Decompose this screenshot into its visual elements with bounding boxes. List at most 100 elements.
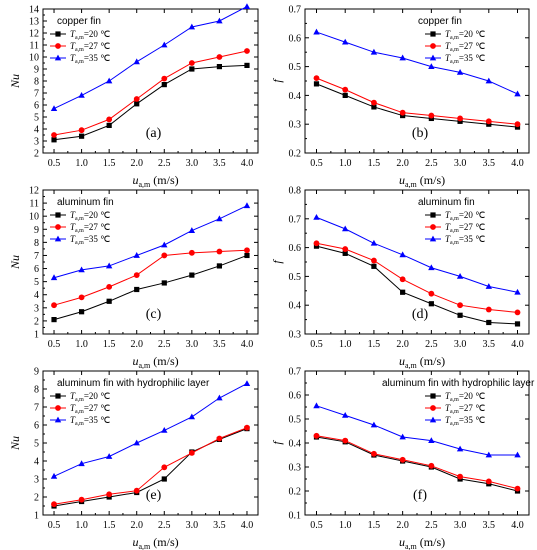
data-point bbox=[51, 317, 57, 323]
data-point bbox=[161, 476, 167, 482]
data-point bbox=[400, 289, 406, 295]
x-axis-label: ua,m (m/s) bbox=[133, 354, 179, 370]
data-point bbox=[243, 380, 251, 386]
x-tick-label: 2.0 bbox=[396, 339, 409, 350]
y-tick-label: 0.5 bbox=[289, 415, 302, 426]
x-tick-label: 1.5 bbox=[368, 339, 381, 350]
data-point bbox=[188, 450, 195, 456]
x-tick-label: 3.0 bbox=[454, 158, 467, 169]
y-tick-label: 1 bbox=[34, 330, 39, 341]
data-point bbox=[485, 451, 492, 458]
data-point bbox=[50, 472, 58, 479]
legend: aluminum fin Ta,m=20 ℃Ta,m=27 ℃Ta,m=35 ℃ bbox=[418, 197, 485, 246]
y-axis-label: f bbox=[270, 259, 284, 264]
y-axis-label: f bbox=[270, 78, 284, 83]
x-tick-label: 1.5 bbox=[103, 520, 116, 531]
y-tick-label: 6 bbox=[34, 421, 39, 432]
y-tick-label: 7 bbox=[34, 403, 39, 414]
x-tick-label: 2.0 bbox=[396, 520, 409, 531]
data-point bbox=[514, 121, 521, 128]
y-tick-label: 0.4 bbox=[289, 91, 302, 102]
data-point bbox=[313, 28, 320, 35]
x-axis-label: ua,m (m/s) bbox=[399, 173, 445, 189]
panel-label: (d) bbox=[412, 307, 429, 322]
series-line bbox=[53, 50, 248, 136]
data-point bbox=[161, 252, 168, 259]
data-point bbox=[243, 3, 251, 10]
series-line bbox=[316, 77, 518, 125]
legend-marker bbox=[430, 393, 436, 399]
x-tick-label: 2.0 bbox=[130, 158, 143, 169]
x-tick-label: 4.0 bbox=[511, 520, 524, 531]
y-tick-label: 0.3 bbox=[289, 120, 302, 131]
y-tick-label: 12 bbox=[29, 186, 39, 197]
data-point bbox=[244, 252, 250, 259]
legend-label: Ta,m=35 ℃ bbox=[445, 53, 485, 65]
data-point bbox=[78, 266, 85, 273]
y-tick-label: 8 bbox=[34, 238, 39, 249]
data-point bbox=[428, 437, 435, 443]
data-point bbox=[105, 77, 113, 84]
x-tick-label: 0.5 bbox=[310, 520, 323, 531]
x-axis-label: ua,m (m/s) bbox=[133, 535, 179, 550]
x-tick-label: 4.0 bbox=[241, 158, 254, 169]
data-point bbox=[313, 81, 320, 87]
legend: copper fin Ta,m=20 ℃Ta,m=27 ℃Ta,m=35 ℃ bbox=[418, 16, 485, 65]
legend-label: Ta,m=27 ℃ bbox=[70, 403, 110, 415]
y-tick-label: 4 bbox=[34, 125, 39, 136]
data-point bbox=[342, 38, 349, 45]
data-point bbox=[106, 491, 113, 498]
data-point bbox=[244, 247, 250, 254]
data-point bbox=[399, 251, 406, 258]
data-point bbox=[161, 82, 167, 88]
data-point bbox=[371, 263, 377, 269]
data-point bbox=[161, 280, 167, 286]
data-point bbox=[485, 478, 492, 485]
y-tick-label: 2 bbox=[34, 149, 39, 160]
legend-label: Ta,m=20 ℃ bbox=[445, 210, 485, 222]
data-point bbox=[485, 77, 492, 84]
data-point bbox=[78, 133, 85, 139]
data-point bbox=[342, 246, 349, 252]
data-point bbox=[399, 54, 406, 61]
data-point bbox=[313, 240, 320, 247]
data-point bbox=[50, 274, 58, 281]
data-point bbox=[50, 105, 58, 111]
data-point bbox=[216, 248, 223, 255]
panel-label: (f) bbox=[413, 488, 427, 503]
x-tick-label: 2.5 bbox=[425, 158, 438, 169]
y-tick-label: 0.3 bbox=[289, 463, 302, 474]
y-axis-label: Nu bbox=[8, 74, 22, 89]
data-point bbox=[313, 432, 320, 439]
data-point bbox=[342, 92, 348, 98]
x-tick-label: 1.0 bbox=[339, 158, 352, 169]
data-point bbox=[78, 309, 85, 315]
data-point bbox=[78, 496, 85, 503]
series-line bbox=[53, 383, 248, 477]
y-tick-label: 8 bbox=[34, 77, 39, 88]
data-point bbox=[133, 439, 140, 446]
y-tick-label: 11 bbox=[29, 199, 39, 210]
y-tick-label: 5 bbox=[34, 277, 39, 288]
series-line bbox=[53, 254, 248, 321]
panel-label: (c) bbox=[146, 307, 162, 322]
data-point bbox=[370, 48, 378, 55]
data-point bbox=[399, 433, 406, 440]
legend-label: Ta,m=20 ℃ bbox=[70, 29, 110, 41]
y-tick-label: 9 bbox=[34, 65, 39, 76]
x-tick-label: 1.5 bbox=[103, 158, 116, 169]
x-tick-label: 1.0 bbox=[75, 158, 88, 169]
series-line bbox=[53, 428, 248, 507]
data-point bbox=[216, 64, 223, 70]
legend-marker bbox=[55, 43, 61, 49]
chart-panel-e: 0.5 1.0 1.5 2.0 2.5 3.0 3.5 4.0 1 2 3 4 5 6 7 8 9 Nu ua,m … bbox=[8, 367, 259, 550]
legend-label: Ta,m=27 ℃ bbox=[445, 41, 485, 53]
legend-marker bbox=[429, 416, 437, 423]
data-point bbox=[428, 462, 435, 469]
y-tick-label: 4 bbox=[34, 457, 39, 468]
x-tick-label: 3.5 bbox=[483, 520, 496, 531]
x-tick-label: 2.0 bbox=[396, 158, 409, 169]
data-point bbox=[216, 263, 223, 269]
x-tick-label: 3.0 bbox=[454, 339, 467, 350]
chart-panel-d: 0.5 1.0 1.5 2.0 2.5 3.0 3.5 4.0 0.3 0.4 0.5 0.6 0.7 0… bbox=[270, 186, 530, 370]
